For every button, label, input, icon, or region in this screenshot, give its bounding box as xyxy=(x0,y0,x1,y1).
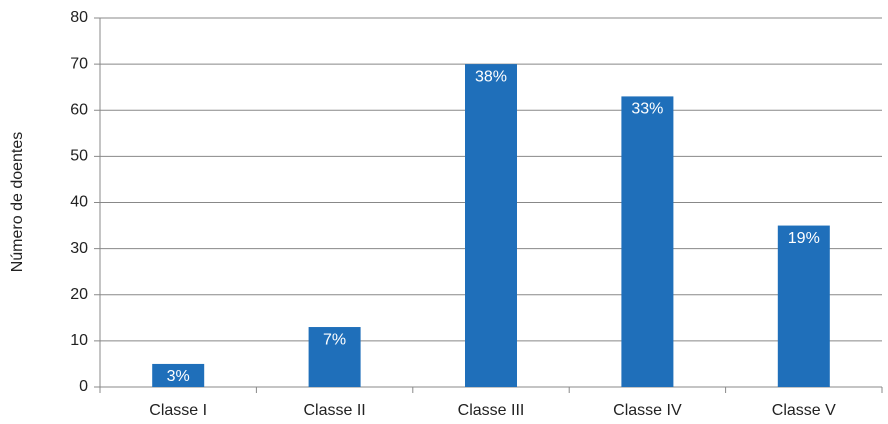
y-tick-label: 80 xyxy=(70,9,88,26)
y-tick-label: 60 xyxy=(70,101,88,118)
bar-label: 7% xyxy=(323,331,346,348)
y-tick-label: 70 xyxy=(70,55,88,72)
y-tick-label: 40 xyxy=(70,194,88,211)
y-tick-label: 30 xyxy=(70,240,88,257)
x-tick-label: Classe I xyxy=(149,402,207,419)
bar xyxy=(621,96,674,387)
bar xyxy=(152,363,205,387)
y-tick-label: 0 xyxy=(79,378,88,395)
y-tick-label: 20 xyxy=(70,286,88,303)
bar-label: 33% xyxy=(631,101,663,118)
bar-label: 38% xyxy=(475,68,507,85)
x-tick-label: Classe II xyxy=(303,402,365,419)
bar xyxy=(308,327,361,387)
bar xyxy=(777,225,830,387)
bar-label: 3% xyxy=(167,368,190,385)
bar-label: 19% xyxy=(788,230,820,247)
y-axis-label: Número de doentes xyxy=(9,132,26,273)
x-tick-label: Classe III xyxy=(458,402,525,419)
x-tick-label: Classe IV xyxy=(613,402,682,419)
bar xyxy=(465,64,517,387)
y-tick-label: 10 xyxy=(70,332,88,349)
x-tick-label: Classe V xyxy=(772,402,836,419)
y-tick-label: 50 xyxy=(70,148,88,165)
